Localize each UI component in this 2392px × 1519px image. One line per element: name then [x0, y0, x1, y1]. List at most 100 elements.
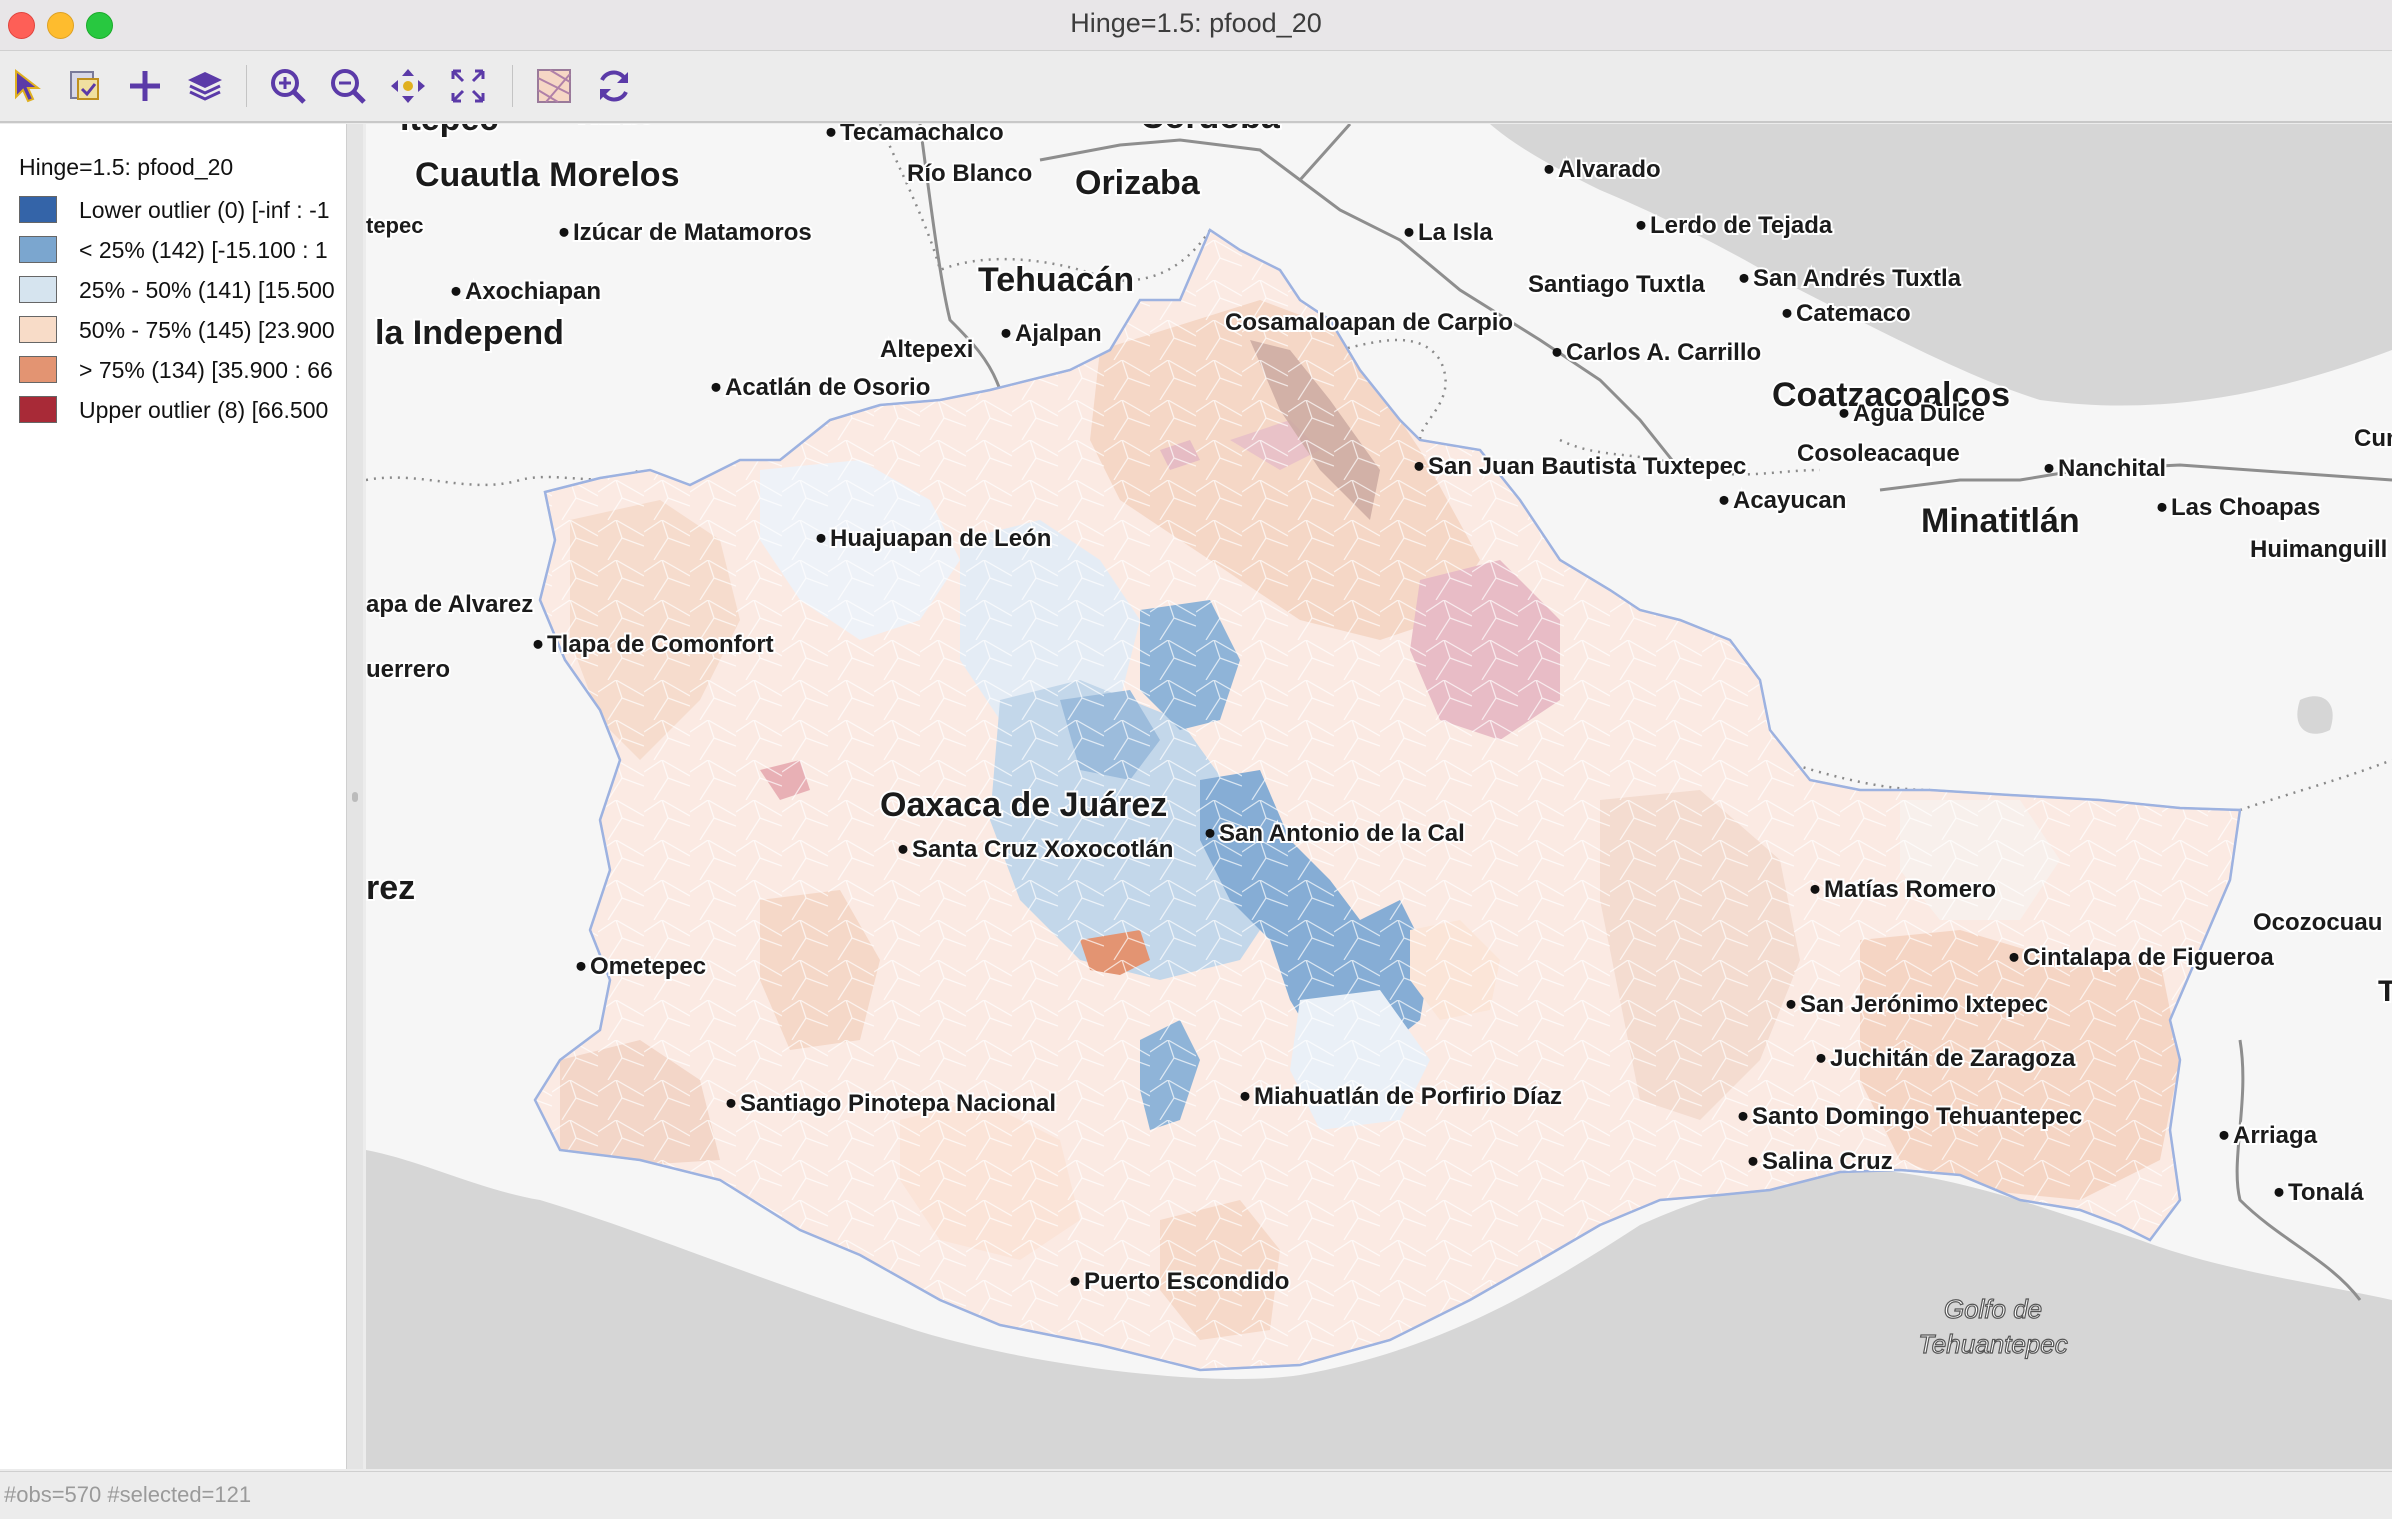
city-label: Salina Cruz [1762, 1148, 1893, 1175]
window-title: Hinge=1.5: pfood_20 [1070, 8, 1322, 38]
legend-swatch [19, 276, 57, 303]
city-label: Huimanguill [2250, 536, 2387, 563]
city-label: Cosamaloapan de Carpio [1225, 309, 1513, 336]
city-label: Las Choapas [2171, 494, 2320, 521]
legend-label: > 75% (134) [35.900 : 66 [79, 357, 333, 383]
zoom-out-button[interactable] [325, 63, 371, 109]
add-button[interactable] [122, 63, 168, 109]
city-label: Tonalá [2288, 1179, 2364, 1206]
city-dot [1719, 495, 1729, 505]
city-label: Santiago Tuxtla [1528, 271, 1706, 298]
gulf-of-mexico [1490, 124, 2392, 406]
city-label: Oaxaca de Juárez [880, 786, 1167, 824]
city-dot [1070, 1276, 1080, 1286]
pan-icon [391, 69, 425, 103]
city-dot [2274, 1187, 2284, 1197]
city-label: Matías Romero [1824, 876, 1996, 903]
city-dot [2157, 502, 2167, 512]
city-label: Miahuatlán de Porfirio Díaz [1254, 1083, 1562, 1110]
legend-label: Lower outlier (0) [-inf : -1 [79, 197, 330, 223]
pacific-ocean [366, 1150, 2392, 1469]
toolbar-separator [512, 65, 513, 107]
city-label: San Jerónimo Ixtepec [1800, 991, 2048, 1018]
city-label: uerrero [366, 656, 450, 683]
legend-label: 50% - 75% (145) [23.900 [79, 317, 335, 343]
city-label: Altepexi [880, 336, 973, 363]
city-label: Cum [2354, 425, 2392, 452]
city-label: ltepec [400, 124, 498, 138]
city-dot [816, 533, 826, 543]
city-label: Orizaba [1075, 164, 1201, 202]
layers-button[interactable] [182, 63, 228, 109]
city-label: la Independ [375, 314, 564, 352]
legend-swatch [19, 196, 57, 223]
city-dot [711, 382, 721, 392]
city-label: Arriaga [2233, 1122, 2318, 1149]
full-extent-button[interactable] [445, 63, 491, 109]
minimize-window-button[interactable] [47, 12, 74, 39]
city-label: Ajalpan [1015, 320, 1102, 347]
city-dot [451, 286, 461, 296]
city-label: Lerdo de Tejada [1650, 212, 1833, 239]
selection-shape-button[interactable] [62, 63, 108, 109]
close-window-button[interactable] [8, 12, 35, 39]
legend-title: Hinge=1.5: pfood_20 [19, 154, 234, 180]
zoom-in-icon [271, 69, 306, 104]
map-canvas[interactable]: ltepec Atlixco Tecamachalco Córdoba Cuautla … [366, 124, 2392, 1469]
city-dot [1739, 273, 1749, 283]
select-tool-button[interactable] [6, 63, 52, 109]
city-label: tepec [366, 213, 423, 238]
city-dot [898, 844, 908, 854]
pan-button[interactable] [385, 63, 431, 109]
city-label: T [2378, 975, 2392, 1008]
city-label: Ometepec [590, 953, 706, 980]
city-dot [2044, 463, 2054, 473]
layers-icon [188, 72, 222, 101]
splitter-grip[interactable] [352, 792, 358, 802]
maximize-window-button[interactable] [86, 12, 113, 39]
city-label: Santa Cruz Xoxocotlán [912, 836, 1173, 863]
city-dot [1786, 999, 1796, 1009]
city-label: Cuautla Morelos [415, 156, 679, 194]
city-dot [1544, 164, 1554, 174]
city-dot [1816, 1053, 1826, 1063]
toolbar-separator [246, 65, 247, 107]
city-label: Izúcar de Matamoros [573, 219, 812, 246]
city-label: Cosoleacaque [1797, 440, 1960, 467]
city-dot [1738, 1111, 1748, 1121]
city-label: Tecamachalco [840, 124, 1004, 146]
city-dot [2219, 1130, 2229, 1140]
city-label: Acatlán de Osorio [725, 374, 930, 401]
plus-icon [130, 71, 160, 101]
city-label: Agua Dulce [1853, 400, 1985, 427]
city-label: rez [366, 869, 415, 907]
city-label: Axochiapan [465, 278, 601, 305]
city-dot [1810, 884, 1820, 894]
city-label: apa de Alvarez [366, 591, 533, 618]
city-dot [533, 639, 543, 649]
city-dot [1839, 408, 1849, 418]
basemap-button[interactable] [531, 63, 577, 109]
city-label: Alvarado [1558, 156, 1661, 183]
city-label: Coatzacoalcos [1772, 376, 2010, 414]
city-label: San Juan Bautista Tuxtepec [1428, 453, 1746, 480]
basemap-icon [537, 69, 571, 103]
city-dot [1748, 1156, 1758, 1166]
city-label: Córdoba [1140, 124, 1281, 136]
city-dot [826, 127, 836, 137]
full-extent-icon [451, 69, 485, 103]
legend-panel: Hinge=1.5: pfood_20 Lower outlier (0) [-… [0, 124, 347, 1469]
panel-splitter[interactable] [347, 124, 363, 1469]
status-bar: #obs=570 #selected=121 [0, 1471, 2392, 1519]
city-dot [1782, 308, 1792, 318]
city-label: Catemaco [1796, 300, 1911, 327]
refresh-button[interactable] [591, 63, 637, 109]
city-label: Nanchital [2058, 455, 2166, 482]
city-label: Ocozocuau [2253, 909, 2382, 936]
zoom-in-button[interactable] [265, 63, 311, 109]
legend-label: < 25% (142) [-15.100 : 1 [79, 237, 328, 263]
city-label: Santiago Pinotepa Nacional [740, 1090, 1056, 1117]
status-text: #obs=570 #selected=121 [4, 1482, 252, 1507]
map-svg[interactable]: ltepec Atlixco Tecamachalco Córdoba Cuautla … [366, 124, 2392, 1469]
city-label: Acayucan [1733, 487, 1846, 514]
